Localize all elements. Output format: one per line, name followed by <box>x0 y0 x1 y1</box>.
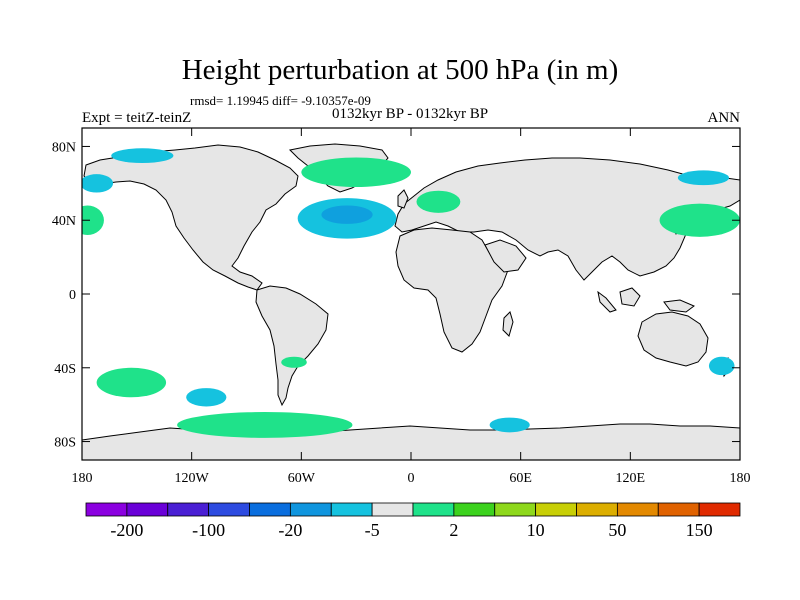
lon-tick-label: 180 <box>730 471 751 486</box>
lat-tick-label: 40S <box>54 362 76 377</box>
period-label: 0132kyr BP - 0132kyr BP <box>331 106 489 122</box>
new-guinea <box>663 299 695 313</box>
colorbar-swatch <box>616 502 659 517</box>
borneo <box>619 287 641 307</box>
anomaly-shading <box>82 148 740 438</box>
colorbar-swatch <box>494 502 537 517</box>
colorbar-label: 150 <box>686 520 713 540</box>
colorbar-swatch <box>330 502 373 517</box>
australia <box>637 311 709 367</box>
anomaly-region <box>489 417 530 433</box>
colorbar-label: 10 <box>527 520 545 540</box>
anomaly-region <box>186 388 227 407</box>
sumatra <box>597 290 617 313</box>
anomaly-region <box>111 148 174 164</box>
anomaly-region <box>321 205 373 224</box>
colorbar-swatch <box>85 502 128 517</box>
colorbar-label: -100 <box>192 520 225 540</box>
colorbar-label: 50 <box>608 520 626 540</box>
anomaly-region <box>677 170 730 186</box>
colorbar-swatch <box>126 502 169 517</box>
arabian-peninsula <box>484 239 527 273</box>
lon-tick-label: 60W <box>288 471 316 486</box>
anomaly-region <box>82 205 104 235</box>
lon-tick-label: 60E <box>509 471 532 486</box>
anomaly-region <box>281 356 307 368</box>
statistics-line: rmsd= 1.19945 diff= -9.10357e-09 <box>190 93 371 108</box>
colorbar-swatch <box>535 502 577 517</box>
colorbar-swatch <box>657 502 700 517</box>
africa <box>395 227 509 353</box>
madagascar <box>502 311 514 337</box>
colorbar-swatch <box>371 502 414 517</box>
anomaly-region <box>301 157 411 188</box>
anomaly-region <box>82 174 114 193</box>
north-america <box>83 144 299 291</box>
colorbar-label: -200 <box>110 520 143 540</box>
anomaly-region <box>659 203 740 237</box>
colorbar: -200 -100 -20 -5 2 10 50 150 <box>85 502 741 540</box>
lon-tick-label: 120E <box>616 471 646 486</box>
axis-ticks: 80N 40N 0 40S 80S 180 120W 60W 0 60E 120E 180 <box>52 128 751 486</box>
colorbar-swatch <box>698 502 741 517</box>
colorbar-swatch <box>576 502 618 517</box>
lat-tick-label: 80S <box>54 436 76 451</box>
lat-tick-label: 80N <box>52 140 76 155</box>
colorbar-swatch <box>412 502 455 517</box>
colorbar-swatch <box>453 502 496 517</box>
anomaly-region <box>416 190 461 213</box>
colorbar-swatch <box>167 502 210 517</box>
lon-tick-label: 0 <box>408 471 415 486</box>
colorbar-label: -5 <box>365 520 380 540</box>
lon-tick-label: 120W <box>175 471 210 486</box>
season-label: ANN <box>707 110 741 126</box>
anomaly-region <box>96 367 167 398</box>
figure-title: Height perturbation at 500 hPa (in m) <box>181 54 619 86</box>
british-isles <box>397 189 409 209</box>
colorbar-label: 2 <box>449 520 458 540</box>
colorbar-swatch <box>249 502 291 517</box>
anomaly-region <box>708 356 735 376</box>
colorbar-swatch <box>289 502 332 517</box>
lon-tick-label: 180 <box>72 471 93 486</box>
south-america <box>255 285 329 407</box>
colorbar-swatch <box>208 502 250 517</box>
eurasia <box>394 157 740 281</box>
lat-tick-label: 40N <box>52 214 76 229</box>
anomaly-region <box>177 412 353 438</box>
experiment-label: Expt = teitZ-teinZ <box>82 110 192 126</box>
lat-tick-label: 0 <box>69 288 76 303</box>
colorbar-label: -20 <box>278 520 302 540</box>
continents <box>82 143 740 460</box>
